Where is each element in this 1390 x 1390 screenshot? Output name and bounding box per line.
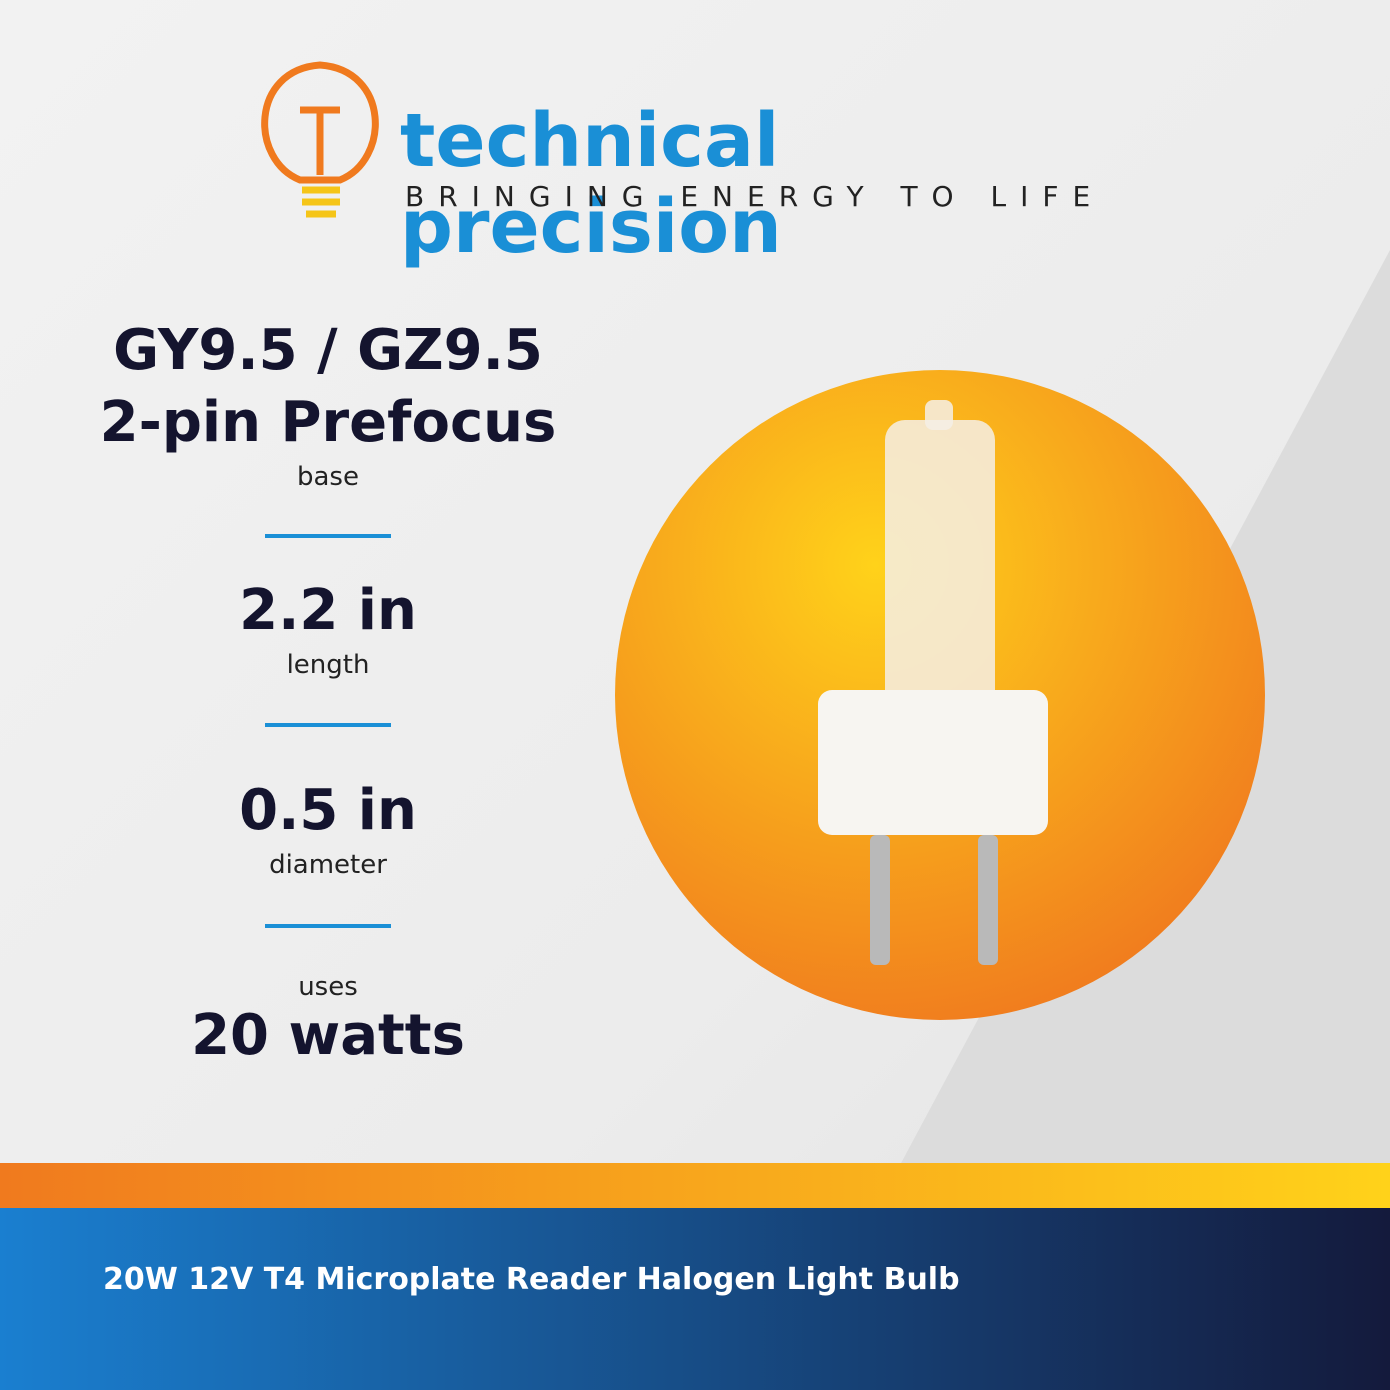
spec-label: diameter bbox=[269, 850, 387, 880]
spec-value: 0.5 in bbox=[239, 778, 417, 843]
spec-label: uses bbox=[298, 972, 358, 1002]
spec-value: 20 watts bbox=[191, 1003, 465, 1068]
footer-band bbox=[0, 1208, 1390, 1390]
brand-name: technical precision bbox=[400, 98, 782, 270]
divider bbox=[265, 924, 391, 928]
spec-value: 2-pin Prefocus bbox=[99, 390, 557, 455]
orange-band bbox=[0, 1163, 1390, 1208]
bulb bbox=[818, 400, 1048, 965]
spec-value: 2.2 in bbox=[239, 578, 417, 643]
spec-label: length bbox=[286, 650, 370, 680]
spec-value: GY9.5 / GZ9.5 bbox=[113, 318, 543, 383]
divider bbox=[265, 723, 391, 727]
divider bbox=[265, 534, 391, 538]
brand-tagline: BRINGING ENERGY TO LIFE bbox=[405, 180, 1105, 213]
logo-icon bbox=[261, 61, 379, 218]
spec-label: base bbox=[297, 462, 359, 492]
footer-title: 20W 12V T4 Microplate Reader Halogen Lig… bbox=[103, 1262, 960, 1297]
